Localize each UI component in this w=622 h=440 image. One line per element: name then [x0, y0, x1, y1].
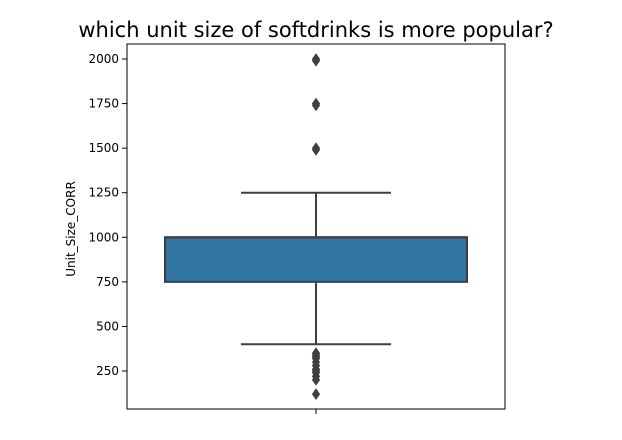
- y-axis-label: Unit_Size_CORR: [64, 181, 78, 277]
- y-tick-label: 750: [96, 275, 119, 289]
- y-tick-label: 1250: [88, 186, 119, 200]
- outlier-point: [311, 53, 321, 65]
- y-tick-label: 1750: [88, 97, 119, 111]
- y-tick-label: 250: [96, 364, 119, 378]
- chart-title: which unit size of softdrinks is more po…: [78, 18, 553, 42]
- y-axis-ticks: 250 500 750 1000 1250 1500 1750 2000: [88, 52, 127, 378]
- outlier-point: [311, 347, 321, 360]
- outlier-point: [311, 142, 321, 155]
- y-tick-label: 500: [96, 319, 119, 333]
- y-tick-label: 1500: [88, 141, 119, 155]
- plot-area: [164, 53, 468, 401]
- y-tick-label: 2000: [88, 52, 119, 66]
- box: [164, 236, 468, 283]
- y-tick-label: 1000: [88, 230, 119, 244]
- outlier-point: [311, 388, 321, 401]
- outlier-point: [311, 97, 321, 110]
